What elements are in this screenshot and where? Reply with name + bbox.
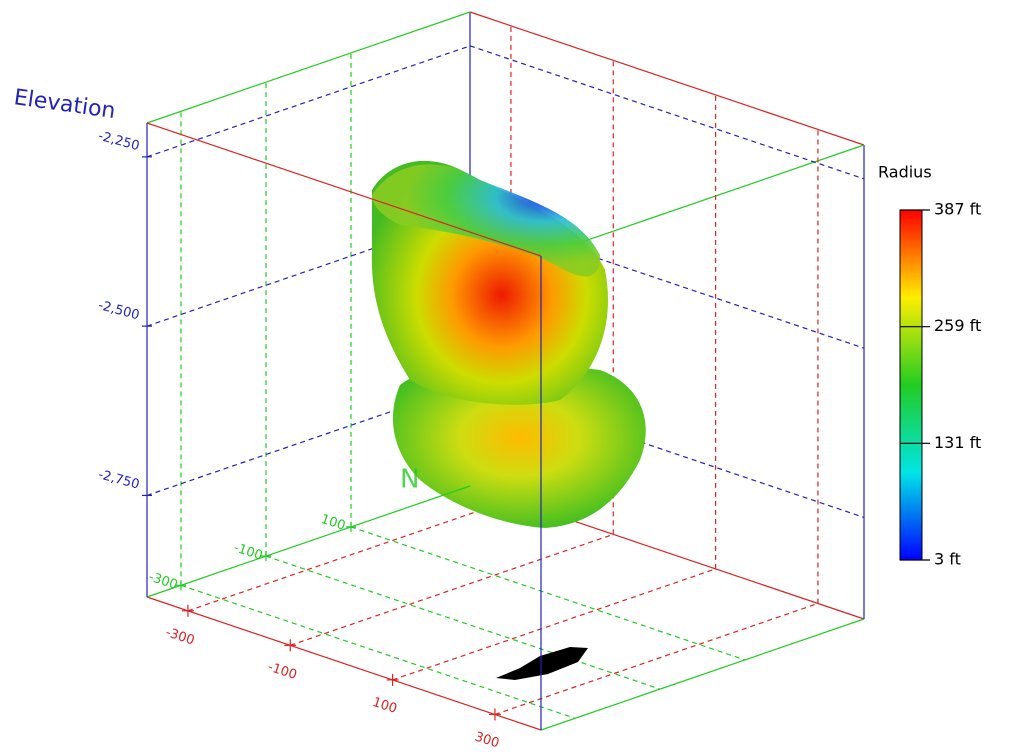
x-tick-label: 100: [370, 695, 398, 717]
x-tick-label: -100: [266, 660, 299, 683]
box-edge: [147, 12, 470, 123]
z-tick-label: -2,500: [97, 298, 141, 323]
colorbar-tick-label: 387 ft: [934, 200, 981, 219]
colorbar-tick-label: 259 ft: [934, 316, 981, 335]
y-axis-title: N: [400, 465, 419, 495]
colorbar: [900, 210, 922, 560]
y-tick-label: 100: [319, 512, 347, 534]
box-edge: [147, 597, 541, 730]
z-tick-label: -2,250: [97, 129, 141, 154]
x-tick-label: -300: [164, 625, 197, 648]
colorbar-tick-label: 3 ft: [934, 550, 961, 569]
grid-line: [266, 556, 660, 689]
grid-line: [290, 534, 613, 645]
chart: -300 -100 100 300 -300 -100 100 -2,250 -2,500 -2,…: [0, 0, 1011, 754]
box-edge: [470, 12, 864, 145]
volume: [372, 161, 646, 680]
grid-line: [470, 46, 864, 179]
x-tick-label: 300: [473, 729, 501, 751]
y-tick-label: -100: [232, 540, 265, 563]
shadow: [496, 647, 588, 680]
colorbar-title: Radius: [878, 163, 932, 182]
grid-line: [147, 46, 470, 157]
box-edge: [147, 486, 470, 597]
grid-line: [351, 527, 745, 660]
z-axis-title: Elevation: [12, 85, 117, 124]
z-tick-label: -2,750: [97, 467, 141, 492]
box-edge: [541, 619, 864, 730]
colorbar-tick-label: 131 ft: [934, 433, 981, 452]
y-tick-label: -300: [147, 570, 180, 593]
